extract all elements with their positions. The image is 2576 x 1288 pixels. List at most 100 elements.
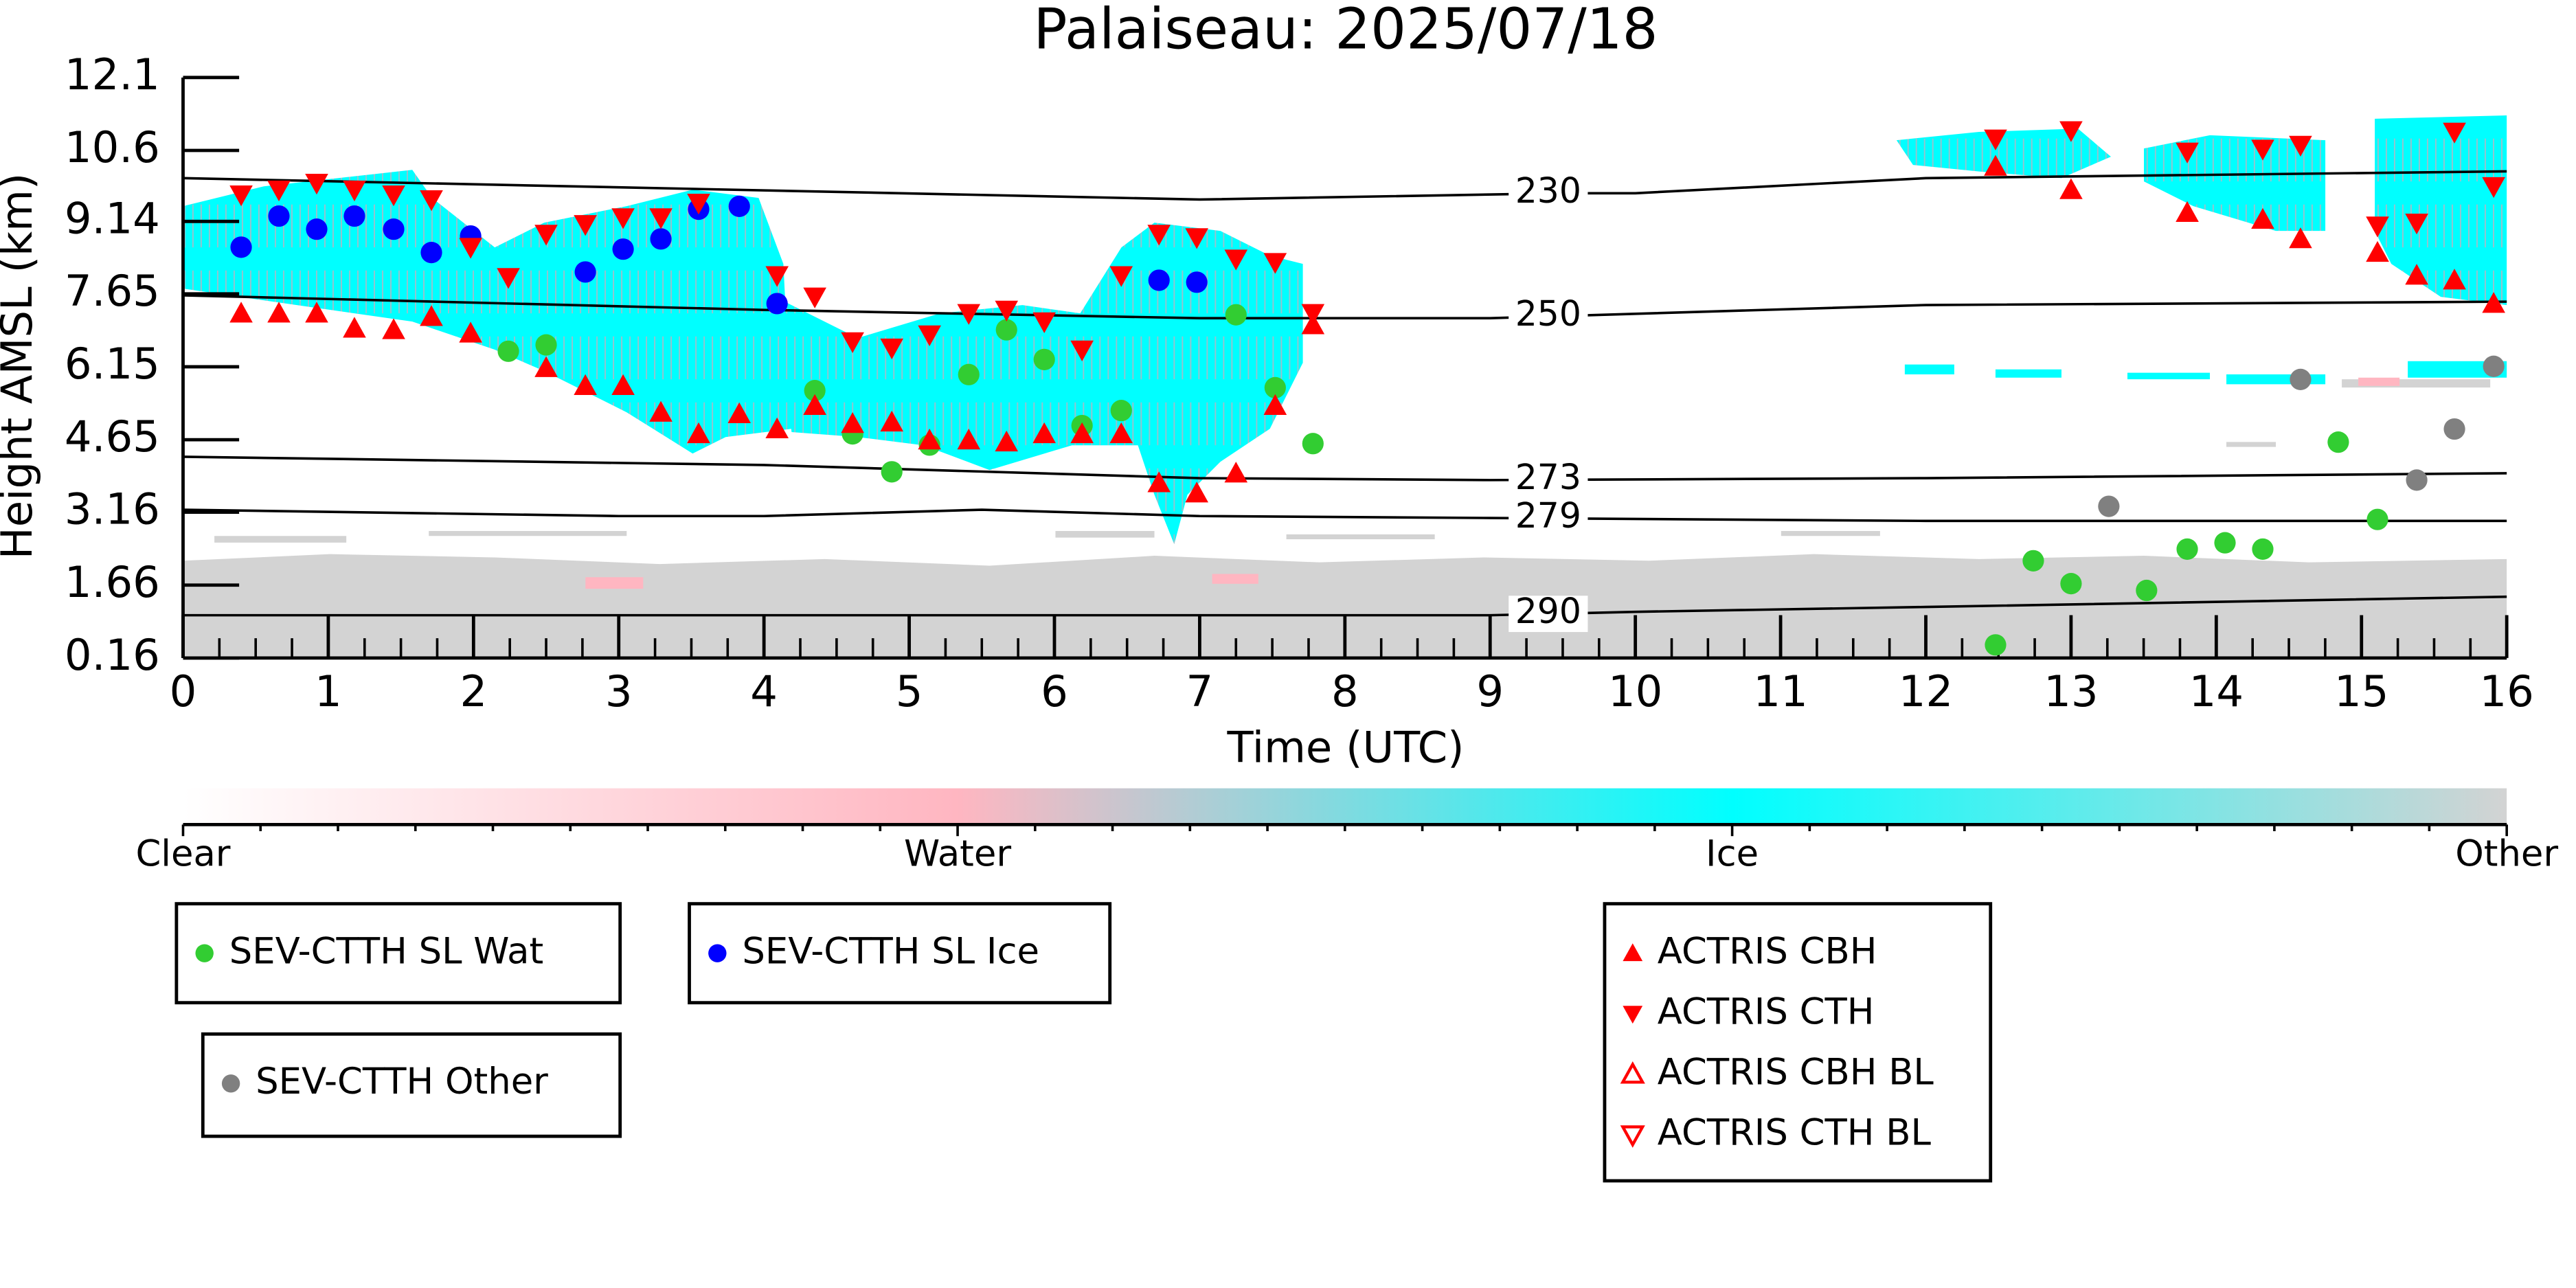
x-tick-label: 4	[750, 666, 778, 716]
point	[1186, 271, 1208, 293]
point	[420, 190, 443, 212]
point	[957, 304, 981, 325]
legend-label: SEV-CTTH SL Wat	[229, 930, 543, 972]
point	[1147, 471, 1171, 493]
y-tick-label: 7.65	[65, 266, 160, 316]
point	[459, 238, 482, 259]
legend-label: ACTRIS CTH BL	[1658, 1112, 1932, 1154]
point	[2252, 538, 2274, 560]
x-tick-label: 13	[2044, 666, 2098, 716]
point	[1225, 304, 1247, 326]
point	[766, 293, 788, 315]
colorbar-label: Other	[2455, 833, 2558, 875]
isotherm-label: 250	[1515, 293, 1581, 334]
point	[918, 325, 941, 347]
point	[2214, 532, 2236, 554]
point	[880, 338, 904, 360]
point	[459, 321, 482, 343]
point	[1185, 228, 1208, 249]
colorbar-label: Water	[904, 833, 1011, 875]
point	[497, 340, 519, 362]
ice-cloud	[775, 223, 1303, 545]
isotherm-label-bg	[1509, 500, 1588, 537]
x-tick-label: 7	[1186, 666, 1214, 716]
legend: SEV-CTTH SL Ice	[688, 902, 1112, 1005]
point	[2443, 269, 2466, 290]
point	[1264, 376, 1286, 398]
point	[1147, 225, 1171, 246]
point	[2136, 579, 2158, 602]
x-tick-label: 10	[1608, 666, 1662, 716]
legend-box	[174, 902, 622, 1005]
point	[2289, 227, 2312, 249]
point	[2482, 177, 2505, 199]
point	[2251, 139, 2274, 161]
ice-cloud	[1904, 361, 2507, 385]
isotherm-label-bg	[1509, 298, 1588, 335]
point	[1224, 462, 1248, 483]
point	[881, 461, 903, 483]
isotherm	[183, 595, 2507, 617]
point	[1109, 422, 1133, 444]
point	[306, 218, 328, 240]
isotherm-label-bg	[1509, 175, 1588, 212]
point	[574, 261, 596, 283]
point	[1985, 634, 2007, 656]
x-tick-label: 6	[1041, 666, 1068, 716]
point	[420, 242, 442, 264]
point	[229, 302, 253, 323]
legend-box	[1603, 902, 1993, 1183]
point	[2060, 573, 2082, 595]
point	[267, 180, 291, 202]
point	[2483, 355, 2505, 377]
point	[383, 218, 405, 240]
isotherm-label: 279	[1515, 495, 1581, 536]
y-axis-label: Height AMSL (km)	[0, 173, 42, 560]
colorbar-label: Clear	[135, 833, 230, 875]
point	[1984, 129, 2007, 150]
x-tick-label: 15	[2334, 666, 2388, 716]
point	[343, 317, 366, 338]
x-axis-label: Time (UTC)	[1227, 722, 1465, 772]
point	[230, 236, 252, 258]
colorbar	[183, 788, 2507, 825]
legend-marker	[1623, 943, 1643, 962]
point	[343, 180, 366, 202]
point	[2176, 538, 2198, 560]
point	[649, 208, 673, 229]
isotherm-label-bg	[1509, 462, 1588, 498]
point	[2098, 495, 2120, 517]
point	[995, 430, 1019, 452]
point	[2059, 178, 2083, 199]
legend-label: ACTRIS CBH BL	[1658, 1052, 1934, 1094]
legend-label: ACTRIS CTH	[1658, 991, 1875, 1032]
point	[727, 402, 752, 424]
legend: ACTRIS CBH ACTRIS CTH ACTRIS CBH BL ACTRIS …	[1603, 902, 1993, 1183]
y-tick-label: 9.14	[65, 193, 160, 243]
point	[2405, 214, 2428, 235]
point	[2176, 142, 2199, 163]
point	[1109, 266, 1133, 287]
point	[1070, 422, 1094, 444]
chart-title: Palaiseau: 2025/07/18	[1033, 0, 1658, 62]
point	[2406, 469, 2428, 491]
y-tick-label: 12.1	[65, 49, 160, 100]
point	[267, 302, 291, 323]
legend-label: SEV-CTTH SL Ice	[742, 930, 1039, 972]
point	[1185, 482, 1208, 503]
x-tick-label: 0	[170, 666, 197, 716]
point	[995, 300, 1019, 321]
point	[574, 215, 597, 236]
point	[611, 208, 635, 229]
y-tick-label: 3.16	[65, 484, 160, 534]
point	[268, 205, 290, 227]
y-tick-label: 6.15	[65, 339, 160, 389]
legend-label: ACTRIS CBH	[1658, 930, 1877, 972]
point	[880, 410, 904, 432]
isotherm-label: 290	[1515, 591, 1581, 631]
isotherm-label: 273	[1515, 457, 1581, 497]
point	[1032, 312, 1056, 333]
point	[1302, 433, 1324, 455]
legend-marker	[708, 944, 727, 962]
